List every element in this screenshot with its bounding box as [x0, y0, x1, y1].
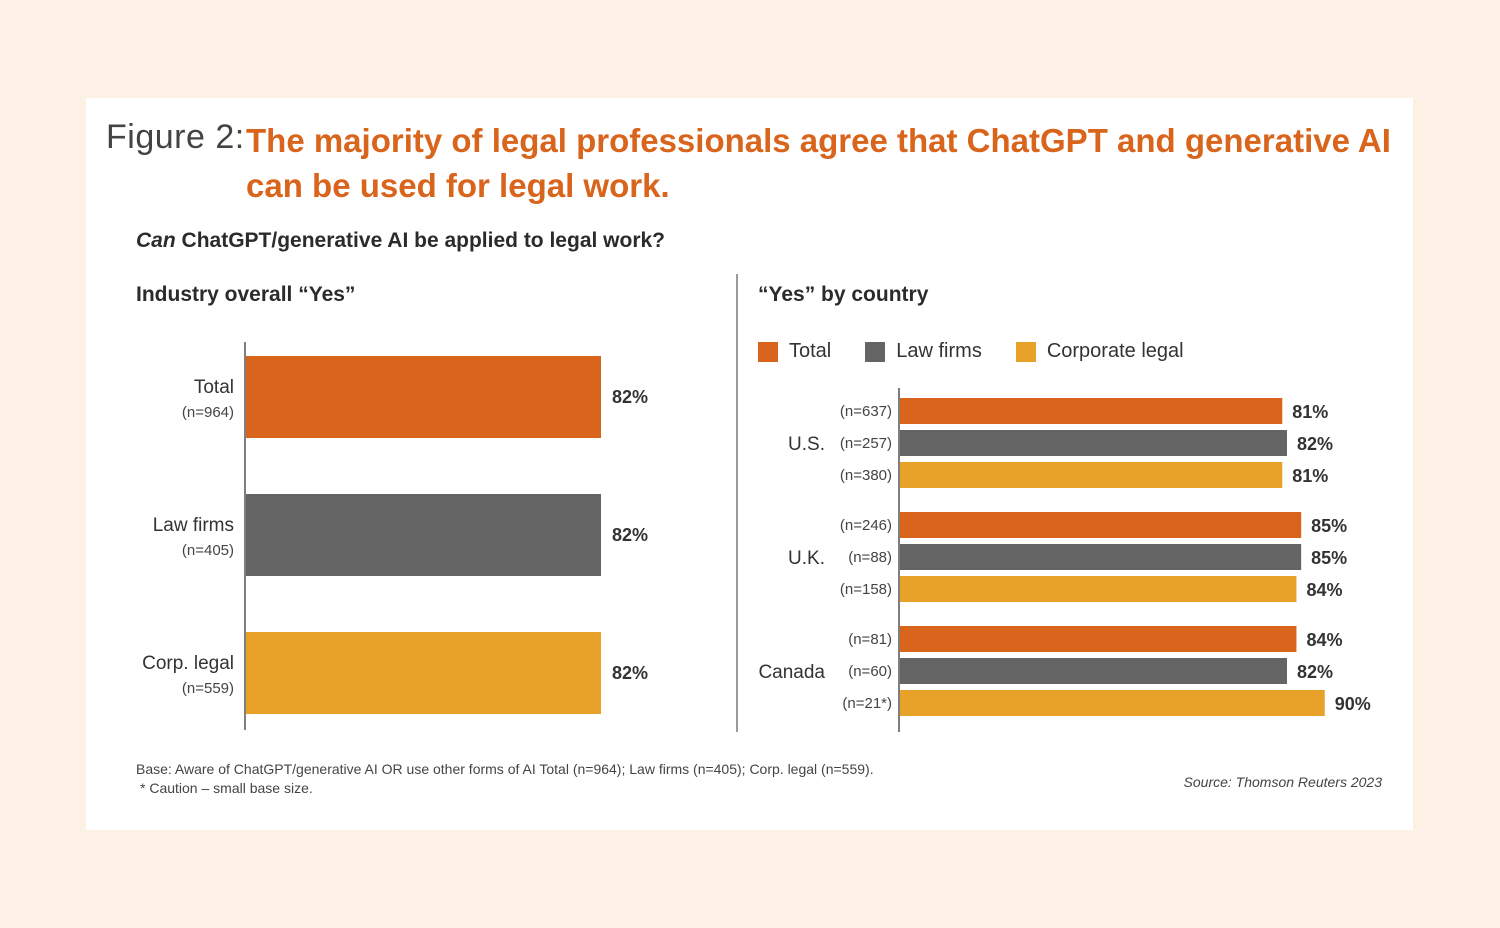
country-bar-1-0 — [900, 512, 1302, 538]
country-sample-size-1-2: (n=158) — [840, 581, 892, 598]
country-sample-size-2-0: (n=81) — [848, 631, 892, 648]
country-value-label-2-0: 84% — [1306, 630, 1342, 650]
country-sample-size-2-1: (n=60) — [848, 663, 892, 680]
chart-question: Can ChatGPT/generative AI be applied to … — [136, 229, 665, 253]
country-value-label-1-0: 85% — [1311, 516, 1347, 536]
country-bar-2-0 — [900, 626, 1297, 652]
legend-label-total: Total — [789, 340, 832, 362]
industry-bar-2 — [246, 632, 601, 714]
country-label-2: Canada — [758, 662, 825, 683]
legend-swatch-law-firms — [865, 341, 886, 362]
legend-label-corporate-legal: Corporate legal — [1046, 340, 1184, 362]
country-sample-size-1-1: (n=88) — [848, 549, 892, 566]
question-text: ChatGPT/generative AI be applied to lega… — [175, 229, 666, 252]
country-sample-size-0-2: (n=380) — [840, 467, 892, 484]
legend-item-corporate-legal: Corporate legal — [1015, 340, 1184, 363]
country-bar-2-1 — [900, 658, 1287, 684]
industry-sample-size-0: (n=964) — [182, 404, 234, 421]
country-value-label-1-1: 85% — [1311, 548, 1347, 568]
country-value-label-0-0: 81% — [1292, 402, 1328, 422]
country-bar-0-0 — [900, 398, 1283, 424]
legend-swatch-corporate-legal — [1015, 341, 1036, 362]
country-bar-1-1 — [900, 544, 1302, 570]
country-chart-title: “Yes” by country — [758, 283, 929, 306]
country-bar-0-2 — [900, 462, 1283, 488]
industry-bar-1 — [246, 494, 601, 576]
industry-sample-size-2: (n=559) — [182, 680, 234, 697]
legend-item-total: Total — [758, 340, 831, 363]
country-bar-1-2 — [900, 576, 1297, 602]
country-sample-size-0-1: (n=257) — [840, 435, 892, 452]
country-sample-size-0-0: (n=637) — [840, 403, 892, 420]
country-value-label-0-2: 81% — [1292, 466, 1328, 486]
legend-label-law-firms: Law firms — [896, 340, 982, 362]
base-note: Base: Aware of ChatGPT/generative AI OR … — [136, 760, 874, 798]
country-sample-size-1-0: (n=246) — [840, 517, 892, 534]
country-bar-2-2 — [900, 690, 1325, 716]
section-divider — [736, 274, 738, 732]
figure-title: The majority of legal professionals agre… — [246, 122, 1391, 204]
industry-value-label-1: 82% — [612, 525, 648, 545]
question-emphasis: Can — [136, 229, 176, 252]
figure-label: Figure 2: — [106, 118, 245, 156]
legend-swatch-total — [758, 341, 778, 362]
industry-sample-size-1: (n=405) — [182, 542, 234, 559]
industry-category-label-1: Law firms — [153, 515, 234, 536]
country-bar-0-1 — [900, 430, 1287, 456]
country-value-label-1-2: 84% — [1306, 580, 1342, 600]
country-label-1: U.K. — [788, 548, 825, 569]
industry-value-label-0: 82% — [612, 387, 648, 407]
base-note-line: Base: Aware of ChatGPT/generative AI OR … — [136, 761, 874, 777]
caution-note: * Caution – small base size. — [140, 780, 313, 796]
industry-bar-0 — [246, 356, 601, 438]
country-value-label-2-1: 82% — [1297, 662, 1333, 682]
country-legend: Total Law firms Corporate legal — [758, 340, 1218, 363]
country-value-label-0-1: 82% — [1297, 434, 1333, 454]
source-note: Source: Thomson Reuters 2023 — [1183, 774, 1382, 790]
industry-value-label-2: 82% — [612, 663, 648, 683]
industry-category-label-2: Corp. legal — [142, 653, 234, 674]
country-value-label-2-2: 90% — [1335, 694, 1371, 714]
country-sample-size-2-2: (n=21*) — [842, 695, 892, 712]
country-label-0: U.S. — [788, 434, 825, 455]
legend-item-law-firms: Law firms — [865, 340, 982, 363]
industry-category-label-0: Total — [194, 377, 234, 398]
industry-chart-title: Industry overall “Yes” — [136, 283, 356, 306]
